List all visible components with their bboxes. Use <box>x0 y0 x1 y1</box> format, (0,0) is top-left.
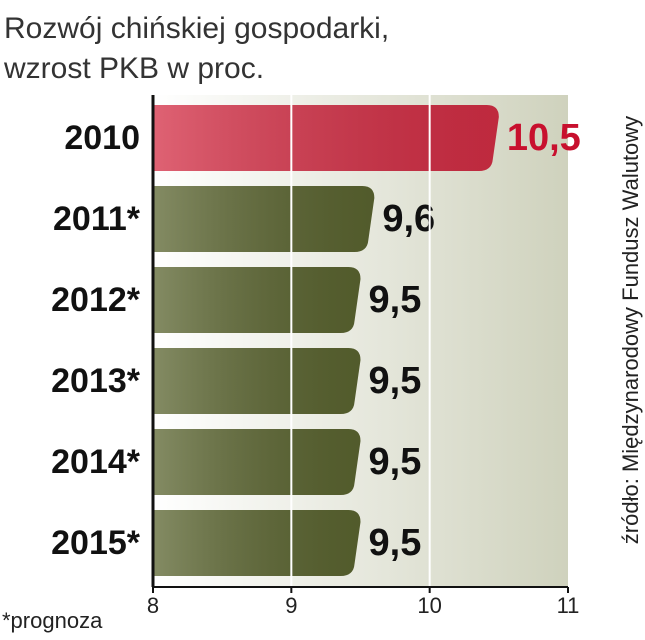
bar <box>153 267 361 333</box>
plot-background <box>153 95 568 587</box>
value-label: 9,5 <box>369 441 422 483</box>
value-label: 9,5 <box>369 279 422 321</box>
category-label: 2013* <box>51 362 141 400</box>
bar <box>153 348 361 414</box>
value-label: 9,5 <box>369 360 422 402</box>
x-tick-label: 8 <box>147 593 159 618</box>
value-label: 9,5 <box>369 522 422 564</box>
value-label: 9,6 <box>382 198 435 240</box>
source: źródło: Międzynarodowy Fundusz Walutowy <box>618 116 643 544</box>
chart-title: Rozwój chińskiej gospodarki, wzrost PKB w… <box>3 12 389 85</box>
x-tick-label: 11 <box>557 593 580 618</box>
bar <box>153 186 375 252</box>
x-tick-label: 9 <box>285 593 297 618</box>
value-label: 10,5 <box>507 117 581 159</box>
bar <box>153 105 499 171</box>
category-label: 2011* <box>53 200 141 238</box>
bar <box>153 510 361 576</box>
footnote: *prognoza <box>2 608 103 633</box>
category-label: 2015* <box>51 524 141 562</box>
category-label: 2010 <box>64 119 140 157</box>
category-label: 2014* <box>51 443 141 481</box>
category-label: 2012* <box>51 281 141 319</box>
bar <box>153 429 361 495</box>
x-tick-label: 10 <box>417 593 441 618</box>
